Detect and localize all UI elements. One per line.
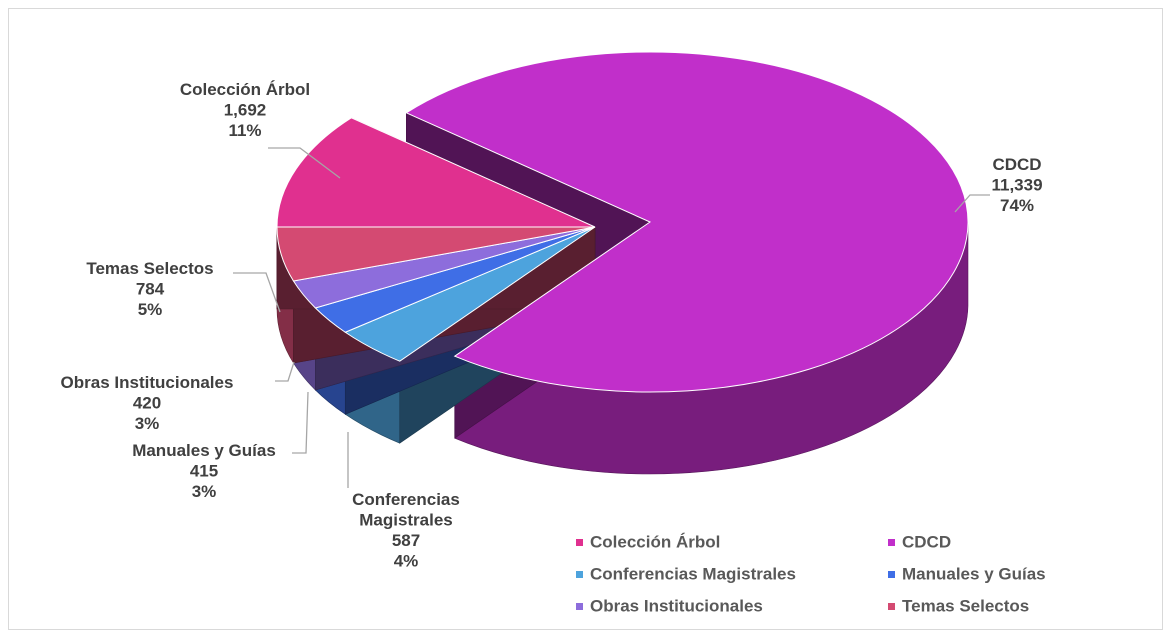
legend-swatch xyxy=(576,571,583,578)
data-label-name: Manuales y Guías xyxy=(132,441,276,460)
leader-line-cdcd xyxy=(954,194,990,213)
legend-label: CDCD xyxy=(902,533,951,552)
legend-item-coleccion-arbol: Colección Árbol xyxy=(576,533,720,552)
pie-tops xyxy=(276,51,969,393)
leader-line-obras-institucionales xyxy=(275,361,295,382)
data-label-name: Temas Selectos xyxy=(86,259,213,278)
data-label-name: Magistrales xyxy=(359,511,453,530)
legend-item-obras-institucionales: Obras Institucionales xyxy=(576,597,763,616)
legend-label: Conferencias Magistrales xyxy=(590,565,796,584)
data-label-percent: 11% xyxy=(228,121,261,140)
legend-label: Obras Institucionales xyxy=(590,597,763,616)
slice-coleccion-arbol xyxy=(276,117,596,228)
data-label-percent: 4% xyxy=(394,552,419,571)
legend-item-temas-selectos: Temas Selectos xyxy=(888,597,1029,616)
legend-label: Colección Árbol xyxy=(590,533,720,552)
data-label-value: 587 xyxy=(392,531,420,550)
legend-swatch xyxy=(888,539,895,546)
data-label-value: 784 xyxy=(136,280,165,299)
data-label-value: 1,692 xyxy=(224,101,267,120)
data-label-value: 415 xyxy=(190,462,218,481)
slice-temas-selectos xyxy=(276,226,596,282)
data-label-value: 420 xyxy=(133,394,161,413)
data-label-name: Conferencias xyxy=(352,490,460,509)
data-label-name: CDCD xyxy=(992,155,1041,174)
legend-label: Temas Selectos xyxy=(902,597,1029,616)
data-label-percent: 74% xyxy=(1000,196,1034,215)
legend-swatch xyxy=(576,539,583,546)
data-label-percent: 3% xyxy=(135,414,160,433)
data-label-percent: 3% xyxy=(192,482,217,501)
legend-item-conferencias-magistrales: Conferencias Magistrales xyxy=(576,565,796,584)
label-leader-lines xyxy=(233,147,990,488)
leader-line-temas-selectos xyxy=(233,272,281,313)
data-label-name: Colección Árbol xyxy=(180,80,310,99)
legend-label: Manuales y Guías xyxy=(902,565,1046,584)
legend-item-manuales-y-guias: Manuales y Guías xyxy=(888,565,1046,584)
data-label-percent: 5% xyxy=(138,300,163,319)
legend-swatch xyxy=(576,603,583,610)
data-label-name: Obras Institucionales xyxy=(61,373,234,392)
data-label-value: 11,339 xyxy=(991,176,1042,195)
legend-swatch xyxy=(888,603,895,610)
leader-line-manuales-y-guias xyxy=(292,391,309,454)
legend-swatch xyxy=(888,571,895,578)
legend: Colección Árbol CDCD Conferencias Magistra… xyxy=(576,533,1046,616)
legend-item-cdcd: CDCD xyxy=(888,533,951,552)
slice-cdcd xyxy=(405,51,969,393)
leader-line-coleccion-arbol xyxy=(268,147,341,179)
